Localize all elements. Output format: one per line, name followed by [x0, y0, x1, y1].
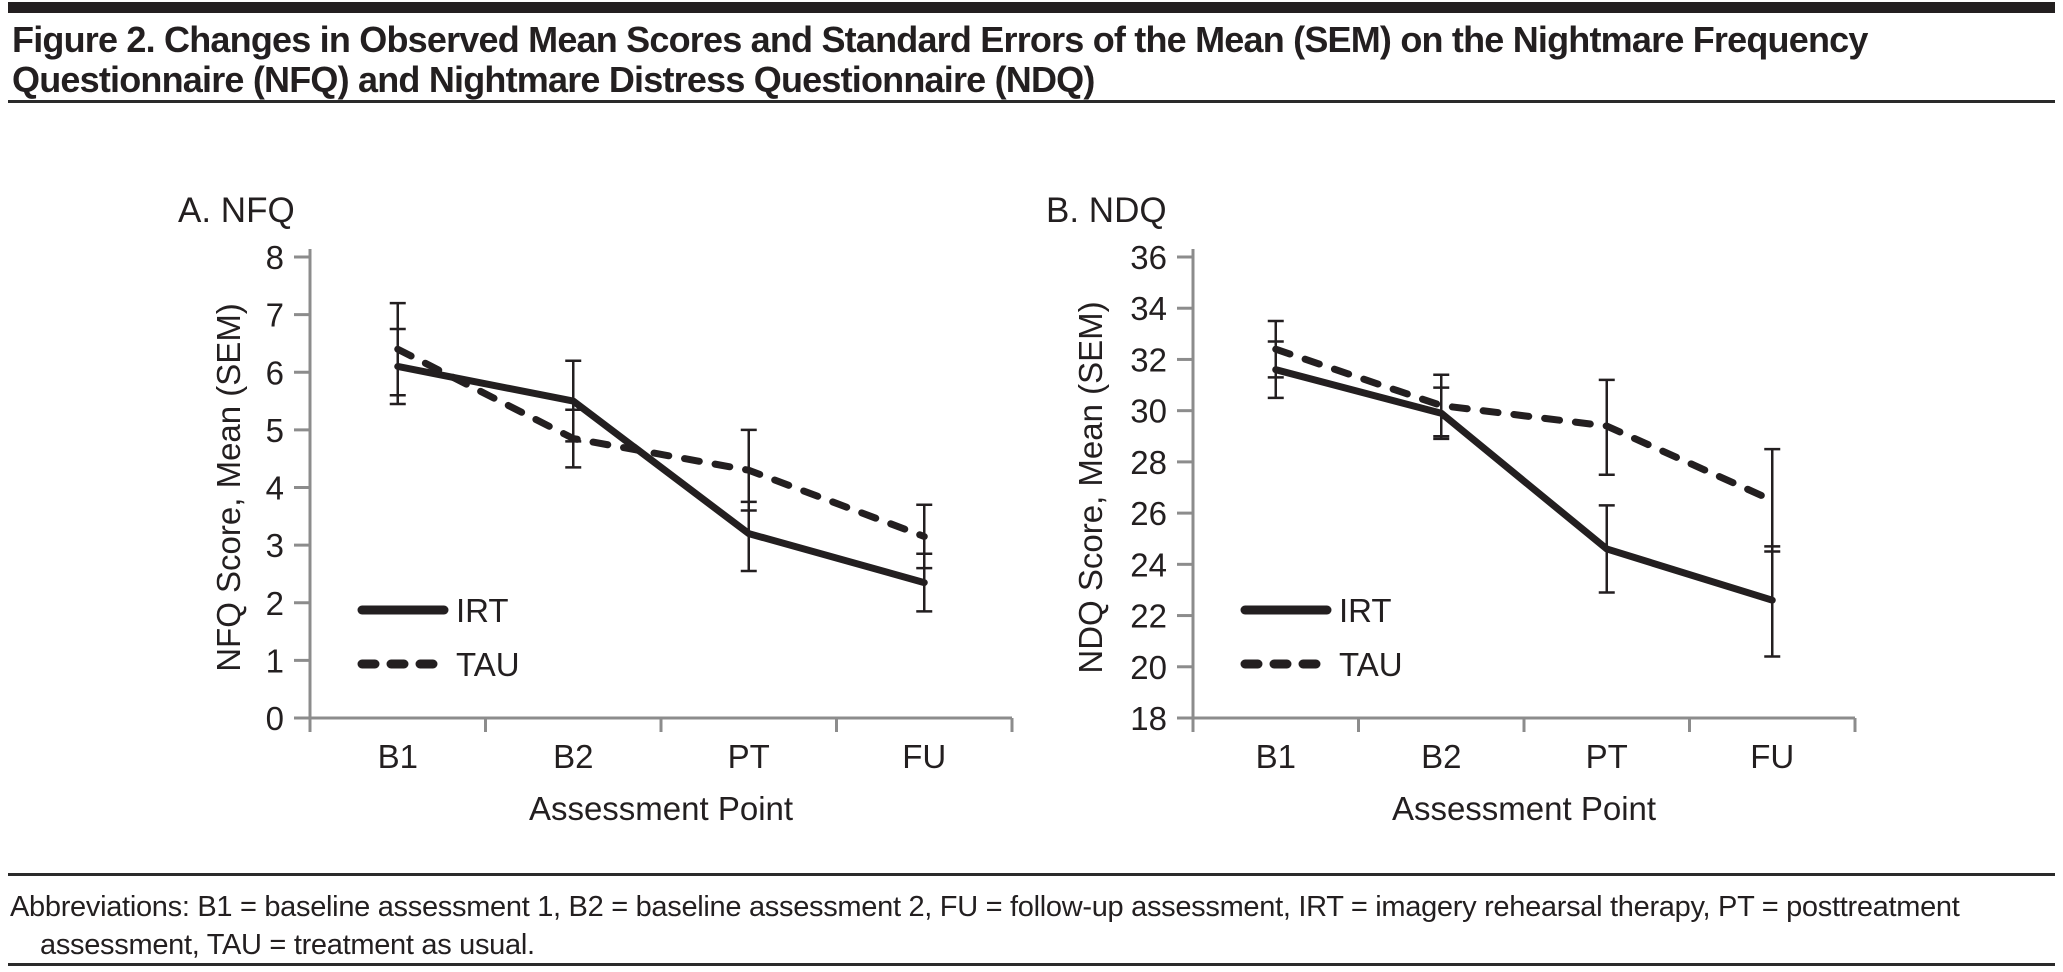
x-category-label: FU — [902, 738, 946, 775]
panel-label: A. NFQ — [178, 191, 295, 230]
ndq-line-chart: B. NDQ 18 20 22 24 26 28 30 32 34 36 B1 B2 PT FU Assess… — [1046, 191, 1857, 827]
x-category-label: FU — [1750, 738, 1794, 775]
footnote-top-rule — [8, 873, 2055, 876]
y-tick-label: 26 — [1130, 495, 1167, 532]
abbreviations-line-1: Abbreviations: B1 = baseline assessment … — [10, 891, 1960, 923]
y-tick-label: 2 — [266, 585, 284, 622]
x-category-label: PT — [1586, 738, 1628, 775]
y-tick-label: 7 — [266, 297, 284, 334]
legend-label-tau: TAU — [456, 646, 520, 683]
figure-caption-line-1: Figure 2. Changes in Observed Mean Score… — [12, 19, 1868, 60]
y-tick-label: 36 — [1130, 239, 1167, 276]
y-tick-label: 3 — [266, 527, 284, 564]
legend-label-irt: IRT — [456, 592, 509, 629]
y-axis-title: NDQ Score, Mean (SEM) — [1072, 301, 1109, 673]
abbreviations-note: Abbreviations: B1 = baseline assessment … — [10, 888, 2055, 964]
x-category-label: B2 — [1421, 738, 1461, 775]
y-tick-label: 5 — [266, 412, 284, 449]
y-tick-label: 1 — [266, 642, 284, 679]
legend-label-irt: IRT — [1339, 592, 1392, 629]
y-tick-label: 20 — [1130, 649, 1167, 686]
nfq-line-chart: A. NFQ 0 1 2 3 4 5 6 7 8 B1 B2 PT FU Assessment Point N… — [178, 191, 1014, 827]
footnote-bottom-rule — [8, 963, 2055, 966]
series-line-tau — [1272, 345, 1776, 504]
y-tick-label: 0 — [266, 700, 284, 737]
series-line-tau — [394, 345, 928, 540]
y-tick-label: 18 — [1130, 700, 1167, 737]
x-category-label: B1 — [378, 738, 418, 775]
series-line-irt — [1272, 366, 1776, 604]
y-tick-label: 28 — [1130, 444, 1167, 481]
figure-caption-line-2: Questionnaire (NFQ) and Nightmare Distre… — [12, 59, 1095, 100]
x-category-label: B1 — [1256, 738, 1296, 775]
y-tick-label: 24 — [1130, 546, 1167, 583]
panel-label: B. NDQ — [1046, 191, 1167, 230]
x-axis-title: Assessment Point — [529, 790, 793, 827]
y-tick-label: 4 — [266, 470, 284, 507]
x-axis-title: Assessment Point — [1392, 790, 1656, 827]
y-tick-label: 32 — [1130, 341, 1167, 378]
y-tick-label: 8 — [266, 239, 284, 276]
y-tick-label: 34 — [1130, 290, 1167, 327]
figure-caption: Figure 2. Changes in Observed Mean Score… — [12, 20, 2052, 100]
caption-divider-rule — [8, 100, 2055, 103]
y-axis-title: NFQ Score, Mean (SEM) — [210, 303, 247, 672]
title-top-bar — [8, 2, 2055, 13]
abbreviations-line-2: assessment, TAU = treatment as usual. — [40, 929, 535, 961]
x-category-label: PT — [728, 738, 770, 775]
y-tick-label: 6 — [266, 354, 284, 391]
legend-label-tau: TAU — [1339, 646, 1403, 683]
x-category-label: B2 — [553, 738, 593, 775]
y-tick-label: 30 — [1130, 393, 1167, 430]
y-tick-label: 22 — [1130, 598, 1167, 635]
series-line-irt — [394, 362, 928, 587]
